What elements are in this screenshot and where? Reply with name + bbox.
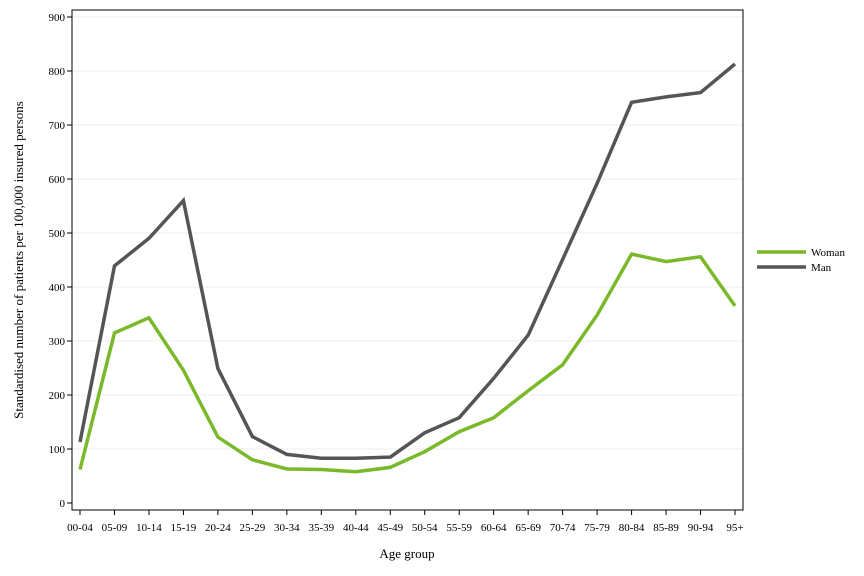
y-tick-label: 0 <box>60 498 66 510</box>
x-tick-label: 90-94 <box>688 522 714 534</box>
x-tick-label: 40-44 <box>343 522 369 534</box>
series-line-man <box>78 62 737 460</box>
gridlines <box>72 16 743 450</box>
x-tick-label: 50-54 <box>412 522 438 534</box>
x-tick-label: 80-84 <box>619 522 645 534</box>
legend: Woman Man <box>757 247 845 274</box>
x-tick-label: 45-49 <box>377 522 403 534</box>
x-tick-label: 05-09 <box>102 522 128 534</box>
y-tick-label: 600 <box>49 174 66 186</box>
y-tick-label: 100 <box>49 444 66 456</box>
y-axis-title: Standardised number of patients per 100,… <box>11 101 26 419</box>
y-tick-label: 500 <box>49 228 66 240</box>
y-tick-label: 200 <box>49 390 66 402</box>
y-tick-label: 300 <box>49 336 66 348</box>
y-tick-label: 400 <box>49 282 66 294</box>
legend-label-man: Man <box>811 262 832 274</box>
x-tick-label: 85-89 <box>653 522 679 534</box>
x-tick-label: 70-74 <box>550 522 576 534</box>
plot-frame <box>71 9 744 511</box>
x-tick-label: 25-29 <box>240 522 266 534</box>
axes: 0 100 200 300 400 500 600 700 800 900 00-04 05-09 10… <box>49 12 744 534</box>
x-tick-label: 65-69 <box>515 522 541 534</box>
x-tick-label: 75-79 <box>584 522 610 534</box>
x-tick-label: 35-39 <box>308 522 334 534</box>
legend-label-woman: Woman <box>811 247 845 259</box>
x-tick-label: 20-24 <box>205 522 231 534</box>
x-tick-label: 95+ <box>726 522 743 534</box>
x-tick-label: 10-14 <box>136 522 162 534</box>
y-tick-label: 900 <box>49 12 66 24</box>
y-tick-label: 800 <box>49 66 66 78</box>
x-axis-title: Age group <box>379 546 434 561</box>
x-tick-label: 15-19 <box>171 522 197 534</box>
series-line-woman <box>78 252 737 474</box>
x-tick-label: 60-64 <box>481 522 507 534</box>
x-tick-label: 00-04 <box>67 522 93 534</box>
series-lines <box>78 62 737 474</box>
y-tick-label: 700 <box>49 120 66 132</box>
x-tick-label: 55-59 <box>446 522 472 534</box>
x-tick-label: 30-34 <box>274 522 300 534</box>
